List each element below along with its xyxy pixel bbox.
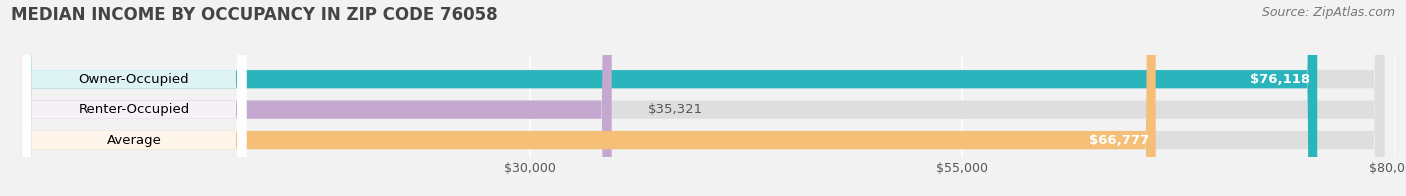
FancyBboxPatch shape (21, 0, 612, 196)
Text: Owner-Occupied: Owner-Occupied (79, 73, 190, 86)
FancyBboxPatch shape (21, 0, 1385, 196)
FancyBboxPatch shape (21, 0, 246, 196)
FancyBboxPatch shape (21, 0, 1385, 196)
FancyBboxPatch shape (21, 0, 1317, 196)
Text: $76,118: $76,118 (1250, 73, 1310, 86)
Text: MEDIAN INCOME BY OCCUPANCY IN ZIP CODE 76058: MEDIAN INCOME BY OCCUPANCY IN ZIP CODE 7… (11, 6, 498, 24)
FancyBboxPatch shape (21, 0, 246, 196)
FancyBboxPatch shape (21, 0, 1156, 196)
FancyBboxPatch shape (21, 0, 246, 196)
Text: Renter-Occupied: Renter-Occupied (79, 103, 190, 116)
FancyBboxPatch shape (21, 0, 1385, 196)
Text: Source: ZipAtlas.com: Source: ZipAtlas.com (1261, 6, 1395, 19)
Text: Average: Average (107, 133, 162, 147)
Text: $35,321: $35,321 (648, 103, 703, 116)
Text: $66,777: $66,777 (1088, 133, 1149, 147)
